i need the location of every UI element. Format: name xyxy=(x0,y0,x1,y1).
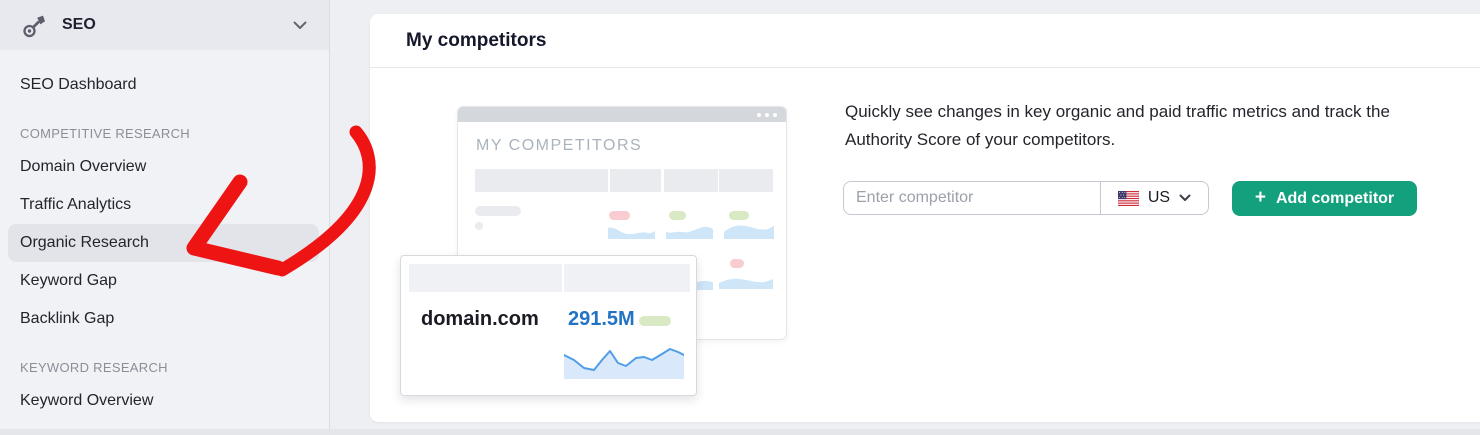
metric-pill xyxy=(730,259,744,268)
window-dot-icon xyxy=(757,112,761,117)
popup-header-block xyxy=(564,264,690,292)
row-placeholder-pill xyxy=(475,206,521,216)
competitor-domain: domain.com xyxy=(421,308,539,330)
sidebar-item-label: Backlink Gap xyxy=(20,310,115,327)
sidebar-menu: SEO Dashboard COMPETITIVE RESEARCH Domai… xyxy=(0,50,329,420)
sidebar-item-traffic-analytics[interactable]: Traffic Analytics xyxy=(8,186,319,224)
metric-pill xyxy=(729,211,749,220)
illustration-window-title: MY COMPETITORS xyxy=(476,137,643,154)
key-icon xyxy=(22,12,48,38)
description-line: Quickly see changes in key organic and p… xyxy=(845,102,1390,121)
sidebar-item-organic-research[interactable]: Organic Research xyxy=(8,224,319,262)
table-header-block xyxy=(664,169,718,192)
sidebar-item-keyword-gap[interactable]: Keyword Gap xyxy=(8,262,319,300)
add-competitor-button[interactable]: + Add competitor xyxy=(1232,181,1417,216)
country-selector[interactable]: US xyxy=(1100,182,1208,214)
window-dot-icon xyxy=(765,112,769,117)
mini-sparkline xyxy=(608,227,655,239)
table-header-block xyxy=(719,169,773,192)
page-title: My competitors xyxy=(406,29,547,51)
sidebar: SEO SEO Dashboard COMPETITIVE RESEARCH D… xyxy=(0,0,330,435)
add-competitor-label: Add competitor xyxy=(1275,189,1395,207)
sidebar-item-label: Traffic Analytics xyxy=(20,196,132,213)
row-placeholder-dot xyxy=(475,222,483,230)
sidebar-item-domain-overview[interactable]: Domain Overview xyxy=(8,148,319,186)
metric-pill xyxy=(669,211,686,220)
mini-sparkline xyxy=(724,225,774,239)
traffic-sparkline xyxy=(564,348,684,379)
mini-sparkline xyxy=(666,226,713,239)
my-competitors-card: My competitors MY COMPETITORS domain.com… xyxy=(370,14,1480,422)
sidebar-item-label: Organic Research xyxy=(20,234,149,251)
sidebar-title: SEO xyxy=(62,16,96,33)
sidebar-item-label: Keyword Overview xyxy=(20,392,154,409)
chevron-down-icon[interactable] xyxy=(293,21,307,30)
card-header: My competitors xyxy=(370,14,1480,68)
sidebar-header-seo[interactable]: SEO xyxy=(0,0,329,50)
sidebar-item-backlink-gap[interactable]: Backlink Gap xyxy=(8,300,319,338)
window-dot-icon xyxy=(773,112,777,117)
sidebar-section-competitive-research: COMPETITIVE RESEARCH xyxy=(0,118,329,148)
table-header-block xyxy=(475,169,608,192)
competitor-input-group: US xyxy=(843,181,1209,215)
description-line: Authority Score of your competitors. xyxy=(845,130,1116,149)
metric-pill xyxy=(639,316,671,326)
sidebar-section-label: KEYWORD RESEARCH xyxy=(20,359,168,375)
sidebar-item-label: Domain Overview xyxy=(20,158,147,175)
table-header-block xyxy=(610,169,661,192)
competitor-metric-value: 291.5M xyxy=(568,308,635,330)
sidebar-item-label: Keyword Gap xyxy=(20,272,117,289)
competitor-popup-card: domain.com 291.5M xyxy=(400,255,697,396)
description-text: Quickly see changes in key organic and p… xyxy=(845,98,1480,154)
plus-icon: + xyxy=(1254,187,1266,208)
page-bottom-edge xyxy=(0,429,1480,435)
sidebar-item-label: SEO Dashboard xyxy=(20,76,137,93)
country-code: US xyxy=(1147,189,1171,206)
sidebar-item-seo-dashboard[interactable]: SEO Dashboard xyxy=(8,66,319,104)
metric-pill xyxy=(609,211,630,220)
mini-sparkline xyxy=(719,278,773,289)
chevron-down-icon xyxy=(1179,194,1191,202)
window-titlebar xyxy=(458,107,786,122)
us-flag-icon xyxy=(1117,190,1139,206)
popup-header-block xyxy=(409,264,562,292)
sidebar-section-label: COMPETITIVE RESEARCH xyxy=(20,125,190,141)
competitor-input[interactable] xyxy=(844,182,1100,214)
sidebar-item-keyword-overview[interactable]: Keyword Overview xyxy=(8,382,319,420)
sidebar-section-keyword-research: KEYWORD RESEARCH xyxy=(0,352,329,382)
